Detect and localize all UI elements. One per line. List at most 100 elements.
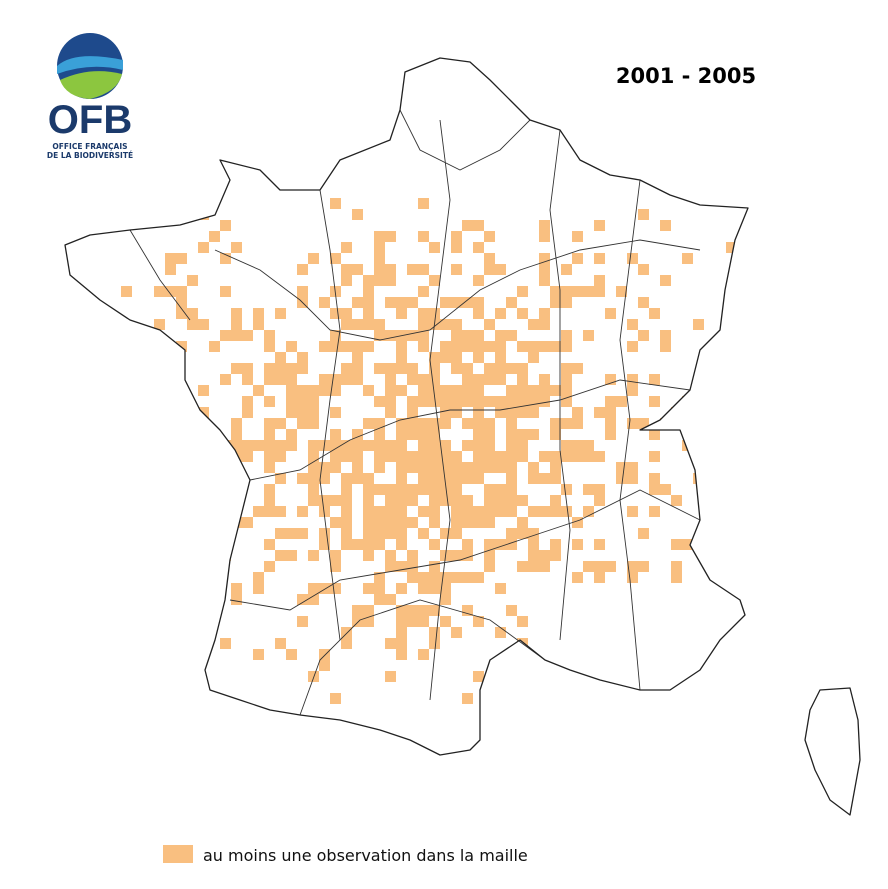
cell bbox=[495, 352, 506, 363]
cell bbox=[704, 396, 715, 407]
cell bbox=[440, 297, 451, 308]
cell bbox=[352, 429, 363, 440]
cell bbox=[506, 418, 517, 429]
cell bbox=[517, 561, 528, 572]
cell bbox=[517, 286, 528, 297]
cell bbox=[649, 506, 660, 517]
cell bbox=[385, 594, 396, 605]
cell bbox=[385, 264, 396, 275]
cell bbox=[660, 484, 671, 495]
cell bbox=[440, 385, 451, 396]
cell bbox=[594, 451, 605, 462]
cell bbox=[451, 330, 462, 341]
cell bbox=[297, 264, 308, 275]
cell bbox=[396, 297, 407, 308]
cell bbox=[583, 440, 594, 451]
cell bbox=[440, 484, 451, 495]
cell bbox=[594, 253, 605, 264]
cell bbox=[374, 330, 385, 341]
cell bbox=[352, 374, 363, 385]
cell bbox=[352, 264, 363, 275]
cell bbox=[539, 275, 550, 286]
cell bbox=[220, 286, 231, 297]
department-borders bbox=[129, 109, 701, 716]
cell bbox=[473, 671, 484, 682]
cell bbox=[660, 418, 671, 429]
cell bbox=[572, 451, 583, 462]
cell bbox=[451, 396, 462, 407]
cell bbox=[473, 341, 484, 352]
logo: OFB OFFICE FRANÇAIS DE LA BIODIVERSITÉ bbox=[47, 33, 133, 160]
cell bbox=[605, 396, 616, 407]
cell bbox=[539, 308, 550, 319]
cell bbox=[473, 407, 484, 418]
cell bbox=[308, 451, 319, 462]
cell bbox=[220, 451, 231, 462]
cell bbox=[319, 495, 330, 506]
cell bbox=[374, 572, 385, 583]
cell bbox=[440, 341, 451, 352]
cell bbox=[253, 308, 264, 319]
cell bbox=[429, 418, 440, 429]
cell bbox=[627, 473, 638, 484]
cell bbox=[308, 473, 319, 484]
cell bbox=[198, 418, 209, 429]
cell bbox=[528, 539, 539, 550]
cell bbox=[484, 561, 495, 572]
cell bbox=[396, 627, 407, 638]
cell bbox=[528, 528, 539, 539]
cell bbox=[671, 539, 682, 550]
cell bbox=[198, 242, 209, 253]
cell bbox=[374, 418, 385, 429]
cell bbox=[506, 396, 517, 407]
cell bbox=[330, 440, 341, 451]
cell bbox=[451, 385, 462, 396]
cell bbox=[528, 352, 539, 363]
cell bbox=[286, 407, 297, 418]
cell bbox=[407, 407, 418, 418]
cell bbox=[385, 363, 396, 374]
cell bbox=[341, 539, 352, 550]
cell bbox=[121, 286, 132, 297]
cell bbox=[440, 594, 451, 605]
logo-subtitle: OFFICE FRANÇAIS bbox=[52, 142, 127, 151]
cell bbox=[176, 517, 187, 528]
cell bbox=[407, 330, 418, 341]
cell bbox=[198, 407, 209, 418]
cell bbox=[385, 484, 396, 495]
cell bbox=[462, 297, 473, 308]
cell bbox=[231, 594, 242, 605]
cell bbox=[660, 330, 671, 341]
cell bbox=[286, 528, 297, 539]
cell bbox=[374, 451, 385, 462]
cell bbox=[363, 528, 374, 539]
cell bbox=[561, 363, 572, 374]
cell bbox=[231, 308, 242, 319]
cell bbox=[726, 242, 737, 253]
cell bbox=[550, 473, 561, 484]
cell bbox=[407, 363, 418, 374]
cell bbox=[495, 506, 506, 517]
cell bbox=[484, 418, 495, 429]
cell bbox=[473, 242, 484, 253]
cell bbox=[352, 440, 363, 451]
cell bbox=[473, 330, 484, 341]
cell bbox=[605, 308, 616, 319]
cell bbox=[308, 385, 319, 396]
cell bbox=[517, 528, 528, 539]
cell bbox=[286, 649, 297, 660]
cell bbox=[462, 374, 473, 385]
cell bbox=[242, 451, 253, 462]
cell bbox=[396, 451, 407, 462]
cell bbox=[572, 539, 583, 550]
cell bbox=[242, 363, 253, 374]
cell bbox=[374, 363, 385, 374]
cell bbox=[165, 253, 176, 264]
cell bbox=[264, 506, 275, 517]
cell bbox=[539, 341, 550, 352]
cell bbox=[517, 407, 528, 418]
cell bbox=[385, 495, 396, 506]
cell bbox=[517, 517, 528, 528]
cell bbox=[286, 374, 297, 385]
cell bbox=[528, 473, 539, 484]
